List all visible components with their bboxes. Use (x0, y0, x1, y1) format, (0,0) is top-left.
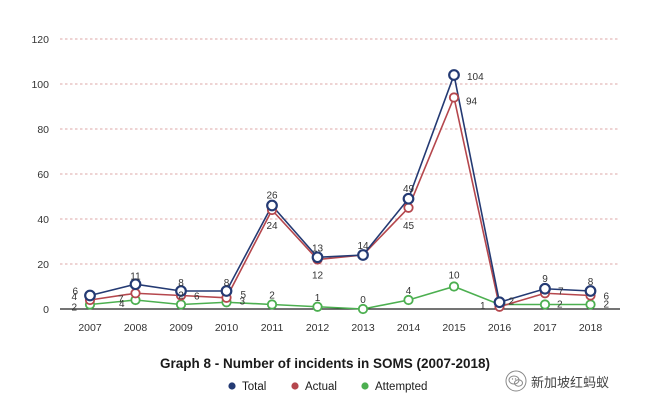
data-label: 3 (240, 296, 246, 307)
data-label: 10 (448, 271, 460, 282)
x-tick-label: 2011 (261, 322, 284, 334)
data-point (175, 299, 187, 310)
data-label: 26 (266, 191, 278, 202)
legend-marker (228, 382, 236, 390)
y-tick-label: 20 (37, 259, 49, 271)
data-point (539, 299, 551, 310)
data-label: 2 (269, 291, 275, 302)
data-label: 2 (509, 297, 515, 308)
data-point (130, 288, 141, 299)
data-point (357, 249, 369, 261)
data-label: 8 (224, 278, 230, 289)
data-label: 2 (557, 300, 563, 311)
data-point (584, 285, 597, 297)
x-tick-label: 2018 (579, 322, 603, 334)
x-tick-label: 2015 (442, 322, 466, 334)
data-point (403, 202, 414, 213)
data-point (448, 69, 460, 81)
legend: Total Actual Attempted (228, 381, 427, 393)
data-point (266, 199, 278, 212)
x-tick-label: 2014 (397, 322, 421, 334)
series-points (84, 69, 597, 315)
series-lines (89, 72, 591, 310)
data-label: 94 (466, 97, 478, 108)
data-point (448, 281, 460, 292)
data-label: 7 (558, 286, 564, 297)
legend-label: Total (242, 381, 266, 393)
watermark-text: 新加坡红蚂蚁 (531, 375, 610, 391)
y-tick-label: 100 (31, 79, 49, 91)
data-label: 12 (312, 271, 324, 282)
data-label: 6 (604, 292, 610, 303)
x-tick-label: 2010 (215, 322, 239, 334)
data-label: 2 (604, 300, 610, 311)
data-label: 8 (178, 278, 184, 289)
data-label: 8 (588, 277, 594, 288)
data-label: 6 (72, 287, 78, 298)
data-label: 11 (130, 271, 141, 282)
y-tick-label: 0 (43, 304, 49, 316)
data-label: 1 (315, 293, 321, 304)
data-point (220, 285, 233, 297)
data-label: 2 (71, 303, 77, 314)
y-tick-label: 120 (31, 34, 49, 46)
data-label: 13 (312, 243, 324, 254)
data-label: 45 (403, 221, 415, 232)
x-tick-label: 2012 (306, 322, 330, 334)
x-tick-label: 2008 (124, 322, 148, 334)
data-point (539, 282, 551, 295)
data-point (357, 303, 369, 315)
data-point (585, 299, 596, 310)
data-point (493, 296, 506, 309)
data-point (84, 289, 96, 302)
data-label: 4 (406, 286, 412, 297)
data-label: 49 (403, 184, 415, 195)
x-tick-label: 2016 (488, 322, 512, 334)
x-tick-label: 2007 (78, 322, 102, 334)
wechat-icon (505, 370, 527, 392)
data-point (266, 299, 278, 310)
data-point (403, 294, 414, 306)
data-label: 104 (467, 72, 484, 83)
x-tick-label: 2013 (351, 322, 375, 334)
data-label: 24 (266, 221, 278, 232)
grid-lines (60, 38, 620, 265)
data-point (448, 92, 460, 103)
x-tick-label: 2009 (169, 322, 193, 334)
data-label: 5 (241, 290, 247, 301)
watermark: 新加坡红蚂蚁 (505, 370, 609, 392)
data-label: 4 (119, 299, 125, 310)
x-tick-label: 2017 (533, 322, 557, 334)
data-label: 2 (178, 291, 184, 302)
data-label: 4 (71, 292, 77, 303)
chart-title: Graph 8 - Number of incidents in SOMS (2… (160, 356, 490, 371)
data-label: 1 (480, 301, 486, 312)
data-label: 0 (360, 295, 366, 306)
y-tick-label: 40 (37, 214, 49, 226)
data-point (175, 285, 187, 297)
y-tick-label: 60 (37, 169, 49, 181)
data-point (129, 278, 142, 291)
series-line (89, 72, 591, 304)
data-label: 6 (194, 292, 200, 303)
data-point (312, 301, 323, 312)
data-label: 9 (542, 274, 548, 285)
legend-label: Attempted (375, 381, 427, 393)
legend-label: Actual (305, 381, 337, 393)
data-label: 14 (357, 241, 369, 252)
data-point (402, 192, 415, 205)
data-label: 7 (118, 294, 124, 305)
series-line (89, 94, 591, 308)
y-tick-label: 80 (37, 124, 49, 136)
legend-marker (361, 382, 369, 390)
data-point (311, 251, 324, 264)
legend-marker (291, 382, 299, 390)
